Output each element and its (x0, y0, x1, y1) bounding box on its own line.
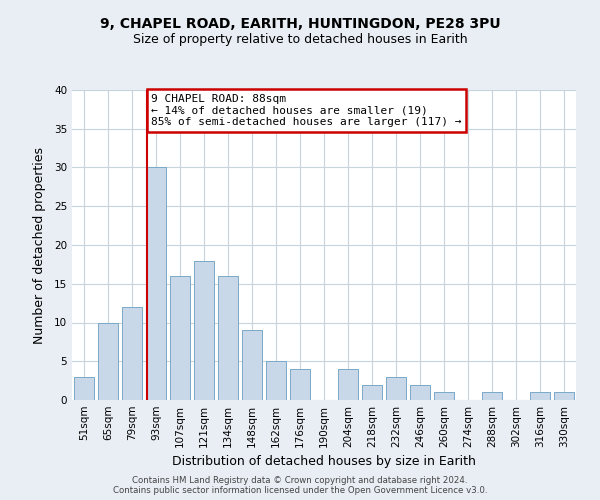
Bar (338, 369, 358, 400)
Bar (122, 307, 142, 400)
Bar (242, 330, 262, 400)
Bar (362, 384, 382, 400)
Bar (146, 168, 166, 400)
Bar (194, 260, 214, 400)
Bar (74, 377, 94, 400)
Text: Contains public sector information licensed under the Open Government Licence v3: Contains public sector information licen… (113, 486, 487, 495)
Bar (554, 392, 574, 400)
Text: Contains HM Land Registry data © Crown copyright and database right 2024.: Contains HM Land Registry data © Crown c… (132, 476, 468, 485)
X-axis label: Distribution of detached houses by size in Earith: Distribution of detached houses by size … (172, 456, 476, 468)
Bar (410, 384, 430, 400)
Bar (170, 276, 190, 400)
Bar (386, 377, 406, 400)
Text: 9, CHAPEL ROAD, EARITH, HUNTINGDON, PE28 3PU: 9, CHAPEL ROAD, EARITH, HUNTINGDON, PE28… (100, 18, 500, 32)
Bar (434, 392, 454, 400)
Text: 9 CHAPEL ROAD: 88sqm
← 14% of detached houses are smaller (19)
85% of semi-detac: 9 CHAPEL ROAD: 88sqm ← 14% of detached h… (151, 94, 461, 127)
Bar (482, 392, 502, 400)
Bar (218, 276, 238, 400)
Bar (98, 322, 118, 400)
Text: Size of property relative to detached houses in Earith: Size of property relative to detached ho… (133, 32, 467, 46)
Bar (530, 392, 550, 400)
Y-axis label: Number of detached properties: Number of detached properties (32, 146, 46, 344)
Bar (266, 361, 286, 400)
Bar (290, 369, 310, 400)
